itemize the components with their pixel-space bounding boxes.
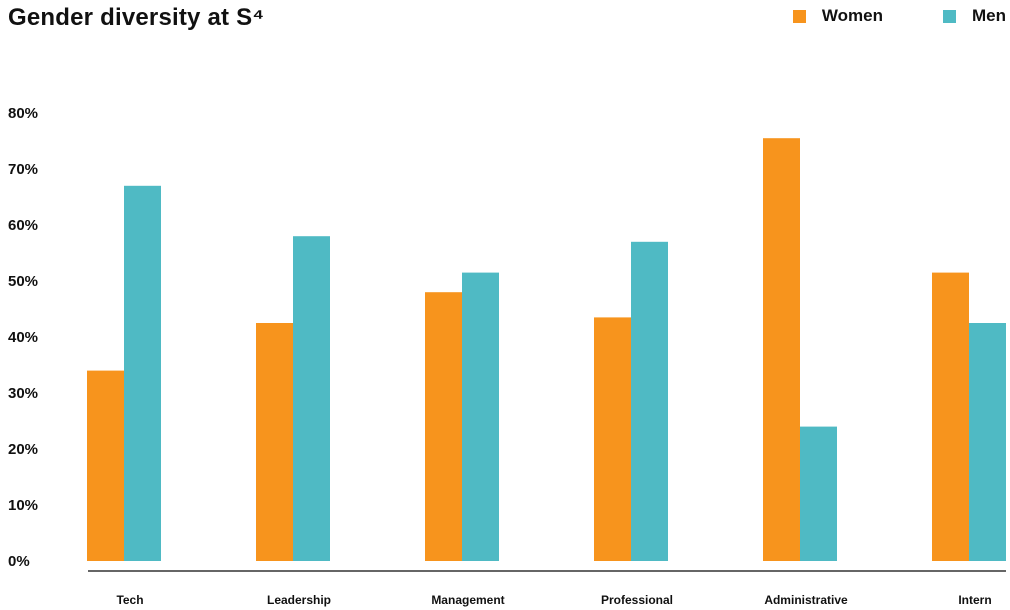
y-tick-label: 20%	[8, 441, 38, 458]
bar-women-professional	[594, 317, 631, 561]
bar-women-administrative	[763, 138, 800, 561]
bar-women-tech	[87, 370, 124, 561]
bar-women-management	[425, 292, 462, 561]
legend-item-women: Women	[792, 6, 883, 26]
y-tick-label: 60%	[8, 217, 38, 234]
x-tick-label: Management	[431, 593, 504, 607]
bar-men-leadership	[293, 236, 330, 561]
y-tick-label: 10%	[8, 497, 38, 514]
bar-women-leadership	[256, 323, 293, 561]
y-tick-label: 50%	[8, 273, 38, 290]
y-tick-label: 70%	[8, 161, 38, 178]
legend-swatch-women	[792, 9, 806, 23]
legend-label-women: Women	[821, 6, 883, 25]
bar-men-administrative	[800, 426, 837, 561]
x-axis-ticks: Tech Leadership Management Professional Admi…	[116, 593, 991, 607]
bar-men-tech	[124, 185, 161, 562]
y-tick-label: 80%	[8, 105, 38, 122]
legend-label-men: Men	[972, 6, 1006, 25]
legend-swatch-men	[943, 9, 956, 23]
x-tick-label: Intern	[958, 593, 991, 607]
bars	[87, 138, 1006, 562]
bar-men-professional	[631, 241, 668, 562]
y-tick-label: 30%	[8, 385, 38, 402]
y-tick-label: 40%	[8, 329, 38, 346]
x-tick-label: Leadership	[267, 593, 331, 607]
legend: Women Men	[792, 6, 1006, 26]
x-tick-label: Tech	[116, 593, 143, 607]
y-axis-ticks: 0% 10% 20% 30% 40% 50% 60% 70% 80%	[8, 105, 38, 570]
y-tick-label: 0%	[8, 553, 30, 570]
legend-item-men: Men	[943, 6, 1006, 26]
x-tick-label: Professional	[601, 593, 673, 607]
x-tick-label: Administrative	[764, 593, 848, 607]
bar-men-intern	[969, 323, 1006, 561]
bar-women-intern	[932, 272, 969, 561]
chart-title: Gender diversity at S⁴	[8, 4, 265, 31]
bar-men-management	[462, 272, 499, 561]
